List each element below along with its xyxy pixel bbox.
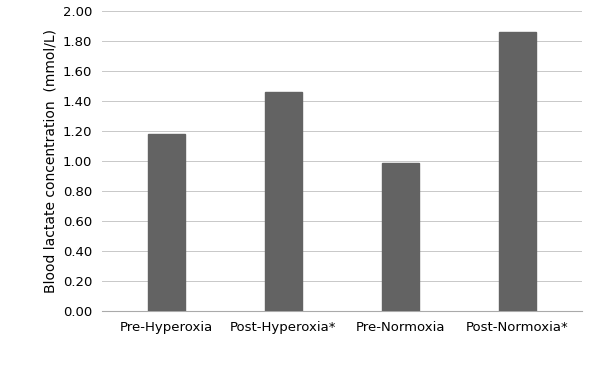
Bar <box>382 163 419 311</box>
Bar <box>265 92 302 311</box>
Bar <box>499 32 536 311</box>
Y-axis label: Blood lactate concentration  (mmol/L): Blood lactate concentration (mmol/L) <box>43 29 57 293</box>
Bar <box>148 134 185 311</box>
